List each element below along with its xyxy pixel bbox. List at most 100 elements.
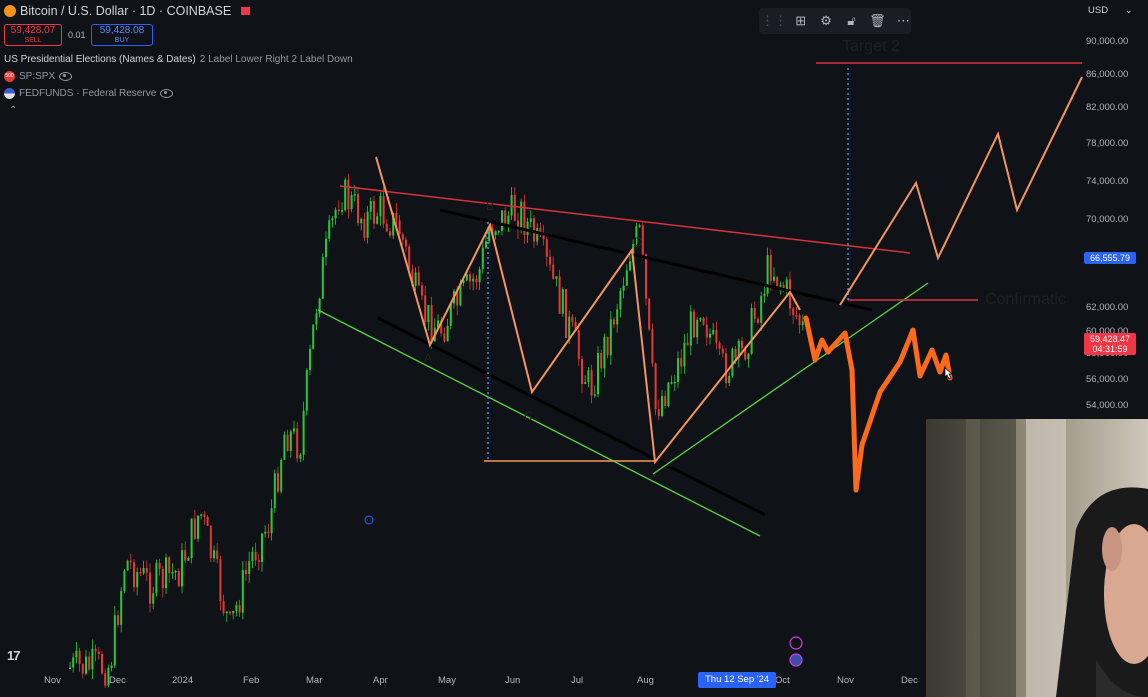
candle-body [203, 514, 206, 517]
candle-body [350, 194, 353, 210]
candle-body [337, 209, 340, 212]
buy-button[interactable]: 59,428.08 BUY [91, 24, 153, 46]
candle-body [325, 238, 327, 258]
price-axis-label: 78,000.00 [1086, 138, 1129, 149]
candle-body [747, 353, 750, 360]
candle-body [213, 550, 215, 559]
upper-red-trendline[interactable] [339, 185, 911, 254]
orange-projection-path[interactable] [839, 76, 1083, 306]
sell-button[interactable]: 59,428.07 SELL [4, 24, 62, 46]
candle-body [283, 434, 286, 460]
more-icon[interactable]: ⋯ [896, 13, 910, 28]
candle-body [382, 196, 385, 224]
overlay-row-fedfunds[interactable]: FEDFUNDS · Federal Reserve [4, 88, 174, 99]
candle-body [638, 225, 641, 227]
candle-body [312, 324, 315, 349]
candle-body [430, 305, 433, 342]
black-trendline-lower[interactable] [377, 316, 766, 517]
trash-icon[interactable]: 🗑︎ [869, 13, 886, 28]
candle-body [341, 210, 343, 212]
candle-body [241, 570, 244, 613]
candle-body [305, 369, 308, 411]
indicator-row-elections[interactable]: US Presidential Elections (Names & Dates… [4, 54, 353, 65]
target-label[interactable]: Target 2 [842, 38, 900, 55]
drag-handle-icon[interactable]: ⋮⋮ [761, 13, 787, 28]
candle-body [565, 289, 567, 338]
price-axis-label: 90,000.00 [1086, 36, 1129, 47]
candle-body [533, 218, 535, 242]
rising-green-trendline[interactable] [652, 282, 929, 475]
candle-body [459, 282, 462, 306]
candle-body [181, 550, 183, 587]
candle-body [110, 665, 113, 668]
candlestick-series [69, 173, 804, 688]
wave-label-c: C [524, 409, 533, 423]
live-price-tag: 59,428.47 04:31:59 [1084, 333, 1136, 355]
price-axis-label: 86,000.00 [1086, 69, 1129, 80]
price-axis-label: 74,000.00 [1086, 176, 1129, 187]
candle-body [782, 284, 785, 291]
eye-icon[interactable] [160, 89, 174, 98]
buy-price: 59,428.08 [99, 25, 145, 36]
hand-cursor-icon [944, 367, 953, 380]
time-axis-label: Jul [571, 675, 584, 686]
candle-body [437, 320, 439, 328]
candle-body [280, 459, 283, 492]
black-trendline-upper[interactable] [439, 208, 873, 312]
candle-body [357, 194, 359, 224]
candle-body [91, 648, 94, 670]
time-axis-label: Oct [775, 675, 790, 686]
candle-body [776, 276, 779, 286]
candle-body [353, 194, 356, 196]
overlay-row-spx[interactable]: 500 SP:SPX [4, 71, 73, 82]
time-axis-label: Aug [637, 675, 654, 686]
candle-body [686, 342, 689, 346]
candle-body [517, 220, 519, 230]
event-badge-icon[interactable] [789, 636, 803, 650]
flag-badge-icon[interactable] [789, 653, 803, 667]
candle-body [299, 454, 302, 459]
price-chart[interactable]: A B C D [0, 0, 1083, 697]
measure-anchor-dot[interactable] [364, 515, 374, 525]
candle-body [702, 318, 705, 325]
settings-icon[interactable]: ⚙ [820, 13, 832, 28]
time-axis-label: Nov [44, 675, 61, 686]
candle-body [728, 375, 731, 384]
candle-body [302, 410, 305, 455]
candle-body [417, 272, 420, 286]
lock-icon[interactable]: 🔓︎ [847, 13, 856, 28]
candle-body [293, 428, 295, 432]
currency-selector[interactable]: USD ⌄ [1088, 5, 1133, 16]
candle-body [465, 274, 468, 281]
candle-body [328, 220, 331, 239]
candle-body [104, 673, 107, 686]
lower-green-trendline[interactable] [317, 309, 761, 537]
candle-body [168, 557, 171, 574]
candle-body [347, 179, 350, 210]
candle-body [680, 358, 683, 367]
candle-body [107, 667, 110, 686]
candle-body [401, 234, 404, 240]
candle-body [136, 572, 139, 588]
template-icon[interactable]: ⊞ [795, 13, 807, 28]
confirmation-label[interactable]: Confirmatic [985, 291, 1066, 308]
candle-body [200, 514, 203, 516]
sell-price: 59,428.07 [10, 25, 56, 36]
candle-body [609, 319, 612, 356]
eye-icon[interactable] [59, 72, 73, 81]
candle-body [715, 330, 718, 343]
orange-zigzag-pattern[interactable] [375, 156, 801, 465]
time-axis-label: Apr [373, 675, 388, 686]
time-axis-label: Dec [109, 675, 126, 686]
candle-body [731, 348, 734, 376]
candle-body [558, 276, 561, 314]
sell-label: SELL [24, 37, 42, 44]
hand-drawn-marker-path[interactable] [803, 315, 953, 493]
candle-body [309, 348, 311, 370]
symbol-header[interactable]: Bitcoin / U.S. Dollar · 1D · COINBASE [4, 4, 251, 18]
tradingview-logo-icon[interactable]: 17 [7, 648, 21, 663]
candle-body [597, 353, 599, 395]
candle-body [123, 570, 126, 591]
candle-body [670, 382, 673, 384]
collapse-chevron-icon[interactable]: ⌃ [9, 105, 18, 116]
